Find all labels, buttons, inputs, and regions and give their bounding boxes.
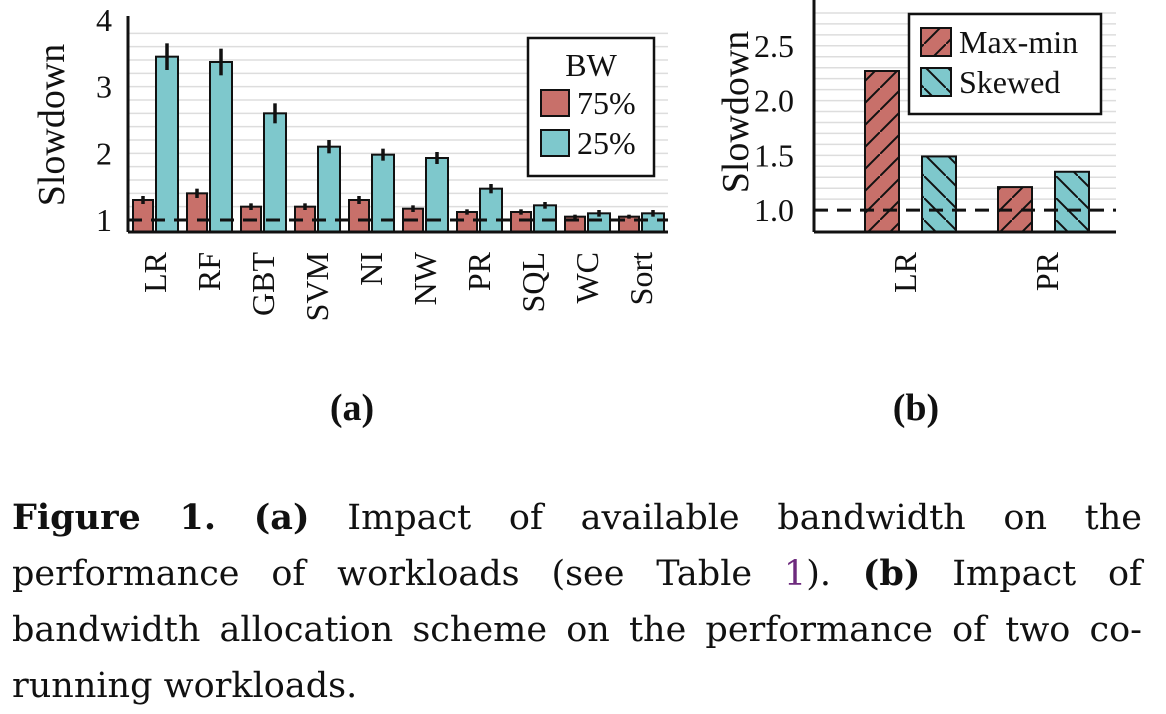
chart-a-x-tick-label: PR: [461, 251, 497, 291]
chart-b-x-tick-label: PR: [1029, 251, 1065, 291]
chart-b-panel-label: (b): [893, 387, 939, 429]
chart-a-x-tick-label: NI: [353, 252, 389, 286]
chart-a-legend-label: 25%: [577, 125, 636, 161]
chart-b-y-ticks: 1.0 1.5 2.0 2.5: [754, 28, 794, 228]
chart-b-x-ticks: LR PR: [887, 251, 1065, 293]
chart-b-legend-swatch-hatch: [920, 67, 952, 97]
chart-a-x-tick-label: GBT: [245, 252, 281, 316]
chart-b-bar-hatch: [1054, 170, 1090, 233]
chart-a-y-tick-label: 4: [96, 2, 112, 38]
chart-a-x-tick-label: LR: [137, 251, 173, 293]
chart-a-legend-swatch: [540, 129, 570, 157]
chart-b-y-tick-label: 2.5: [754, 28, 794, 64]
chart-a-bar-sql-75pct: [510, 211, 532, 233]
chart-a-legend-title: BW: [565, 47, 617, 83]
chart-a-x-tick-label: Sort: [623, 252, 659, 305]
chart-b-y-label: Slowdown: [715, 31, 757, 194]
chart-a-x-tick-label: RF: [191, 252, 227, 291]
chart-a-y-ticks: 1 2 3 4: [96, 2, 112, 238]
chart-b-axes: [812, 0, 1116, 234]
figure-caption: Figure 1. (a) Impact of available bandwi…: [12, 490, 1142, 714]
caption-a-text: Impact of available bandwidth on the per…: [12, 498, 1142, 594]
chart-a-x-tick-label: NW: [407, 251, 443, 305]
chart-a-legend: BW 75% 25%: [526, 36, 656, 178]
chart-a-y-tick-label: 1: [96, 202, 112, 238]
chart-b-bars: [864, 70, 1090, 234]
chart-a-x-tick-label: SVM: [299, 252, 335, 321]
chart-b-y-tick-label: 2.0: [754, 83, 794, 119]
chart-a-x-tick-label: SQL: [515, 252, 551, 312]
chart-a-legend-label: 75%: [577, 85, 636, 121]
chart-b-y-tick-label: 1.0: [754, 192, 794, 228]
chart-a-bar-pr-25pct: [479, 187, 503, 234]
chart-a-bar-rf-75pct: [186, 192, 208, 233]
chart-b-legend-label: Skewed: [959, 64, 1060, 100]
chart-a-bar-lr-75pct: [132, 199, 154, 233]
chart-a-panel-label: (a): [330, 387, 374, 429]
chart-b-legend-swatch-hatch: [920, 27, 952, 57]
caption-table-ref[interactable]: 1: [783, 554, 807, 594]
chart-b-legend: Max-min Skewed: [907, 12, 1103, 116]
caption-b-text: Impact of bandwidth allocation scheme on…: [12, 554, 1142, 706]
chart-a-axes: [126, 16, 668, 234]
chart-a-y-tick-label: 3: [96, 69, 112, 105]
chart-a-y-label: Slowdown: [31, 44, 73, 207]
chart-a-bar-lr-25pct: [155, 55, 179, 233]
chart-a-x-tick-label: WC: [569, 252, 605, 304]
caption-a-end: ).: [806, 554, 863, 594]
chart-a-y-tick-label: 2: [96, 135, 112, 171]
caption-figure-label: Figure 1.: [12, 497, 217, 538]
chart-a-bar-ni-75pct: [348, 199, 370, 233]
chart-a-x-ticks: LR RF GBT SVM NI NW PR SQL WC Sort: [137, 251, 659, 321]
chart-b-bar-hatch: [921, 155, 957, 233]
caption-b-label: (b): [862, 553, 921, 594]
chart-a-error-bars: [141, 43, 655, 219]
chart-b-x-tick-label: LR: [887, 251, 923, 293]
chart-b: 1.0 1.5 2.0 2.5 LR PR Slowdown Max-min Skewed…: [715, 0, 1116, 429]
chart-b-bar-hatch: [864, 70, 900, 233]
chart-a-bar-pr-75pct: [456, 211, 478, 233]
chart-a-bar-rf-25pct: [209, 61, 233, 233]
chart-a-bar-gbt-25pct: [263, 112, 287, 233]
chart-b-y-tick-label: 1.5: [754, 137, 794, 173]
caption-a-label: (a): [253, 497, 310, 538]
chart-b-legend-label: Max-min: [959, 24, 1078, 60]
chart-a-legend-swatch: [540, 89, 570, 117]
